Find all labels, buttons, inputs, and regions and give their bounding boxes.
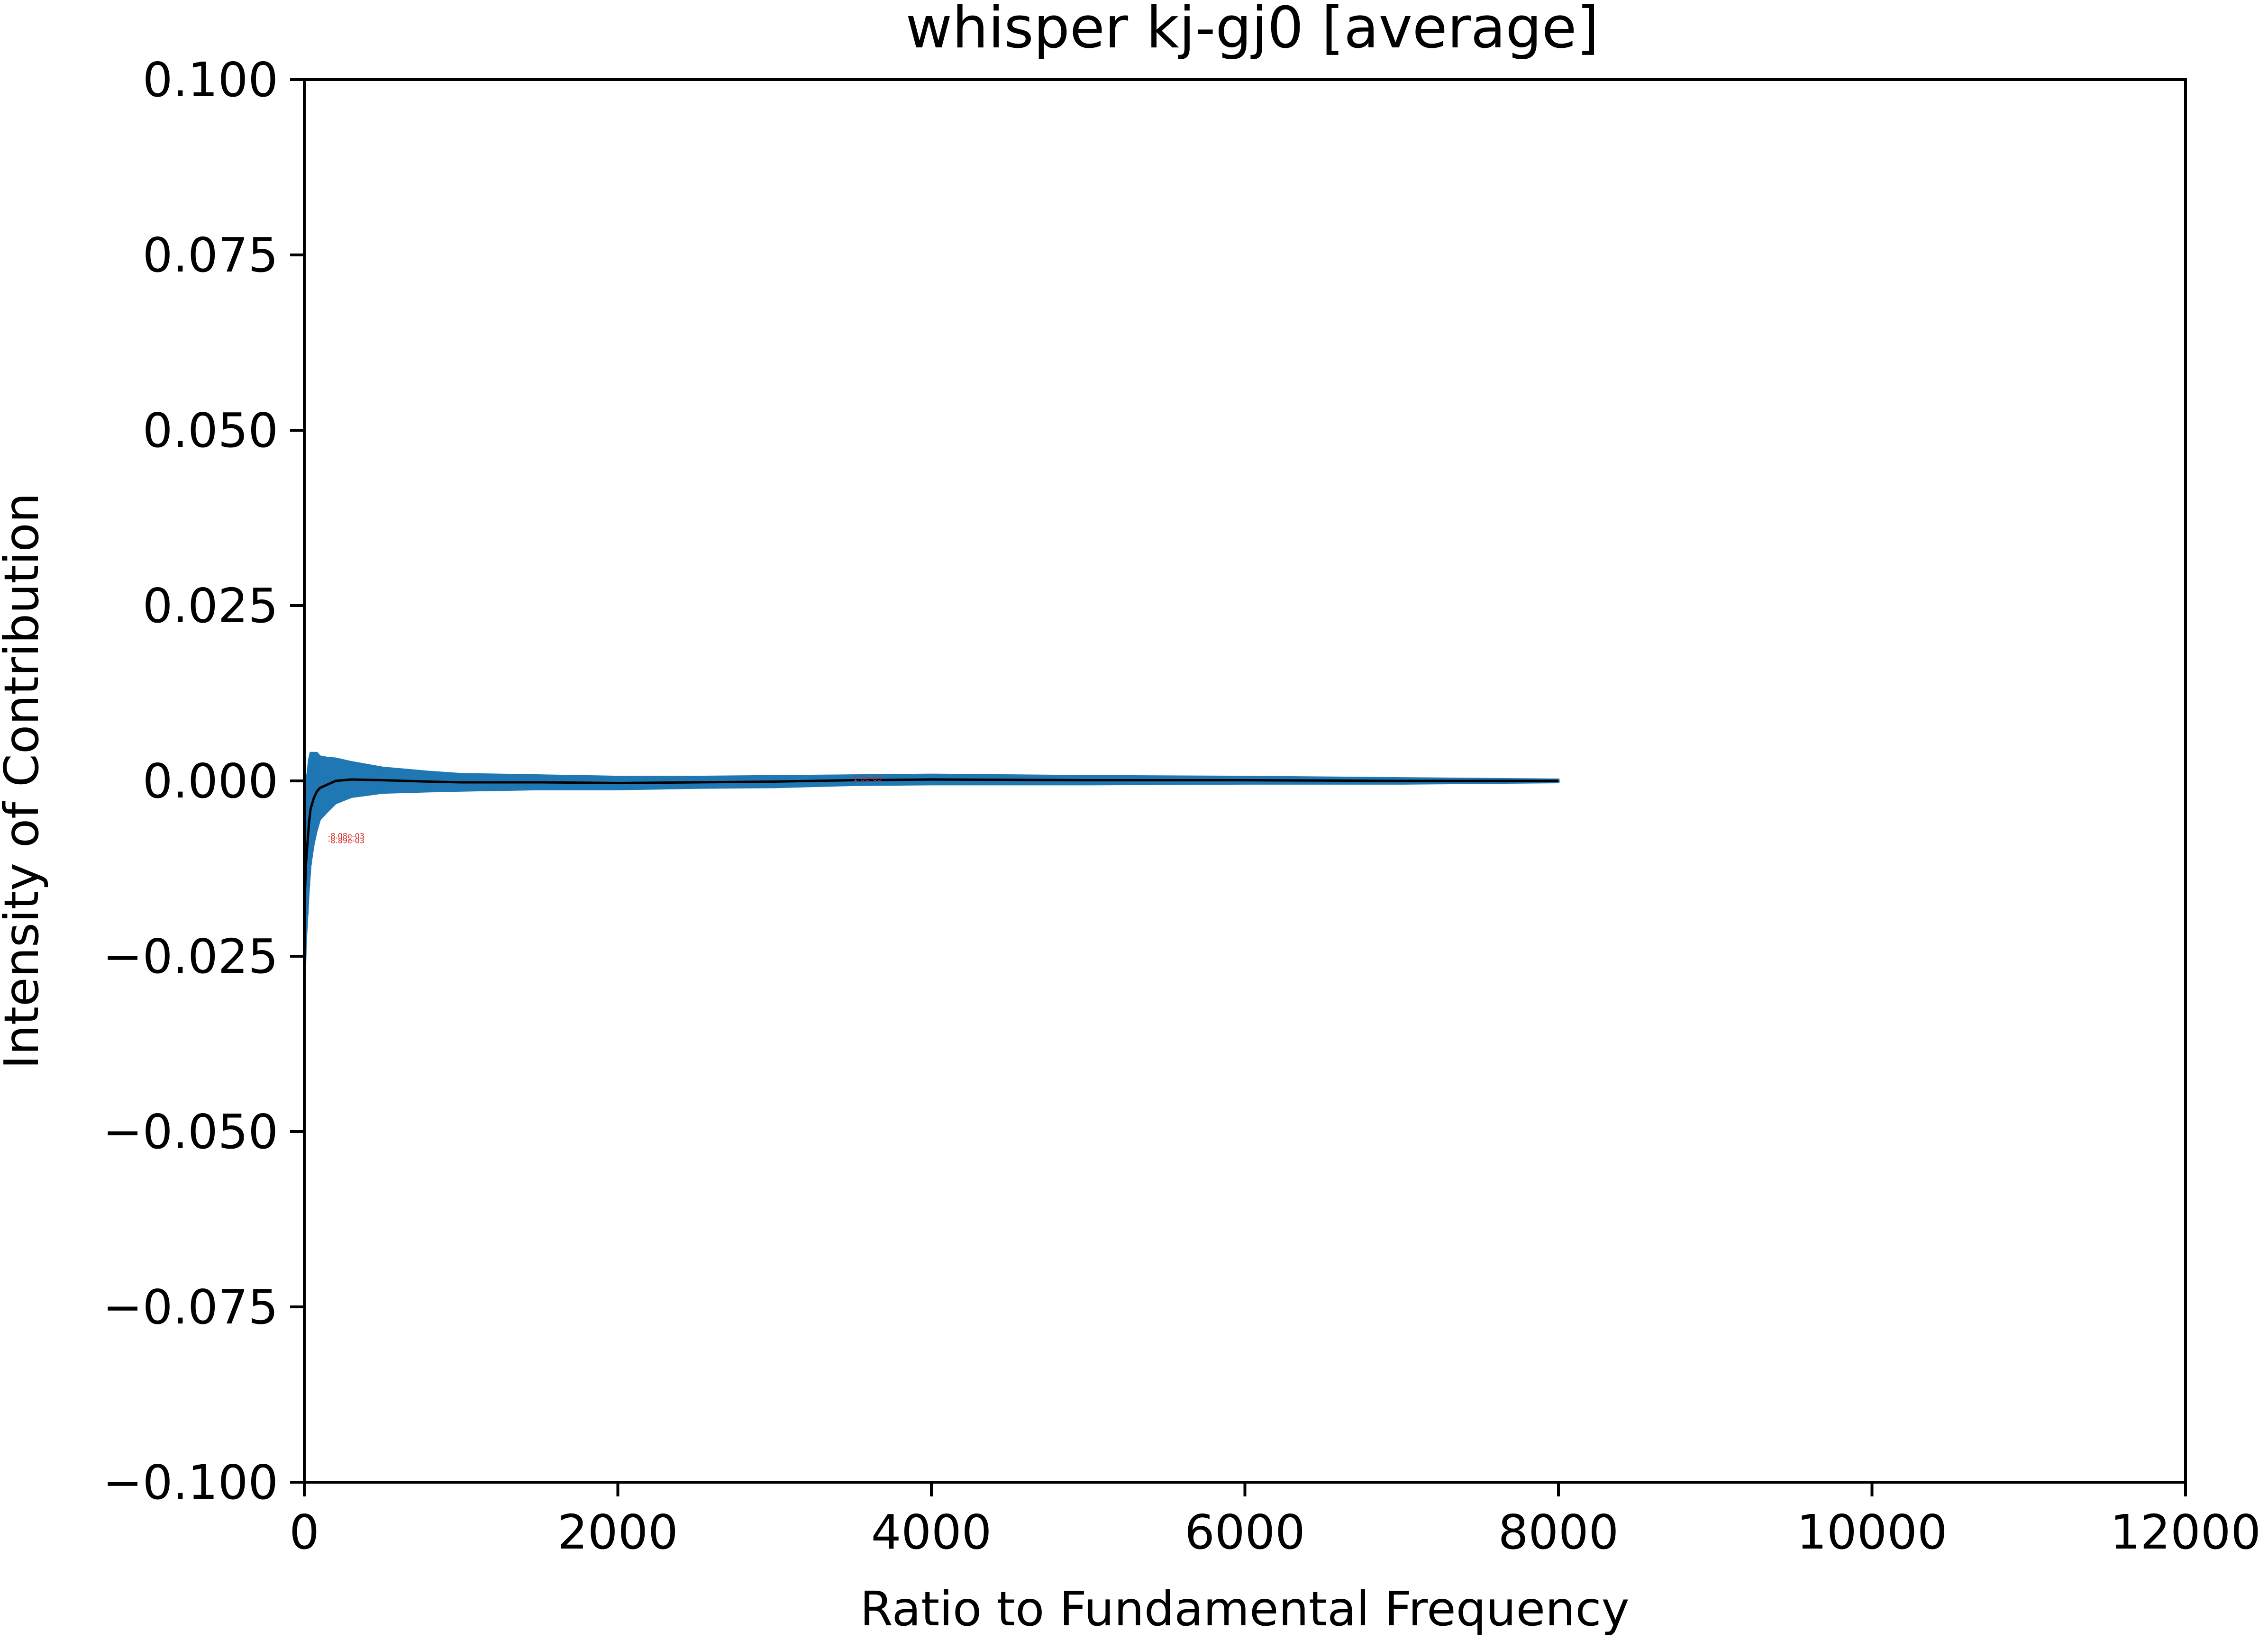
x-tick-label: 12000 [2110,1504,2261,1560]
y-tick-label: −0.025 [103,929,278,984]
x-tick-label: 6000 [1184,1504,1305,1560]
x-tick-label: 0 [289,1504,319,1560]
y-tick-label: −0.075 [103,1279,278,1335]
x-tick-label: 2000 [557,1504,678,1560]
plot-area: 1.0e-03 -8.08e-03-8.89e-03 [303,752,1560,992]
series-line [303,778,1558,907]
y-tick-label: 0.075 [143,227,278,283]
y-axis-title: Intensity of Contribution [0,493,49,1069]
x-axis: 0 2000 4000 6000 8000 10000 12000 [289,1482,2261,1560]
error-band [303,752,1559,992]
x-tick-label: 8000 [1498,1504,1619,1560]
y-tick-label: −0.050 [103,1104,278,1160]
y-tick-label: 0.100 [143,52,278,108]
y-tick-label: 0.025 [143,578,278,634]
x-axis-title: Ratio to Fundamental Frequency [860,1581,1629,1637]
data-annotation: -8.89e-03 [328,836,364,845]
chart-title: whisper kj-gj0 [average] [906,0,1599,61]
y-tick-label: 0.050 [143,403,278,458]
data-annotation: -8.08e-03 [328,831,364,840]
y-tick-label: 0.000 [143,753,278,809]
y-axis: 0.100 0.075 0.050 0.025 0.000 −0.025 −0.050 −0.… [103,52,304,1510]
x-tick-label: 10000 [1796,1504,1947,1560]
y-tick-label: −0.100 [103,1455,278,1510]
data-annotation: 1.0e-03 [853,774,882,783]
x-tick-label: 4000 [871,1504,992,1560]
